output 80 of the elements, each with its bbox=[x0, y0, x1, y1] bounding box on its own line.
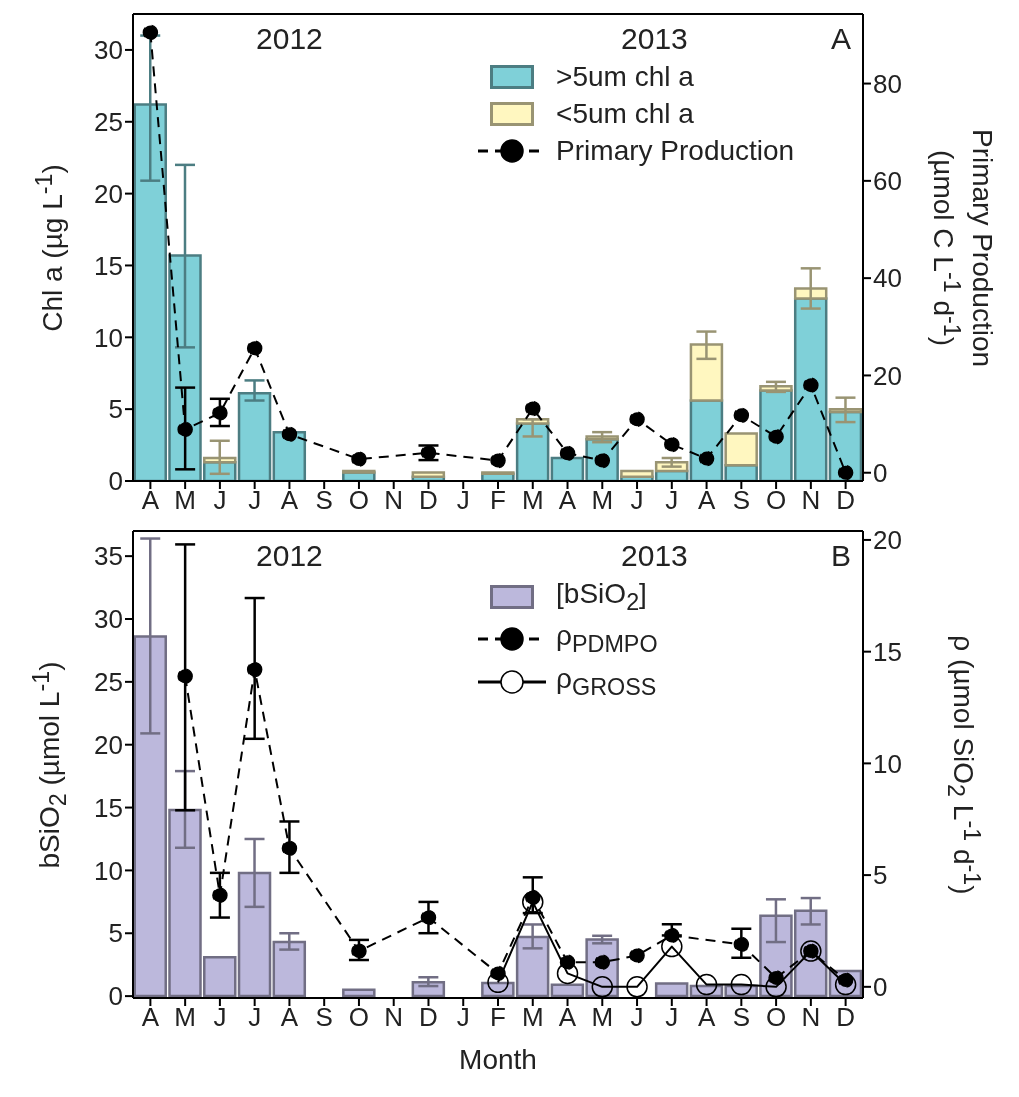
x-tick-label: A bbox=[141, 1002, 160, 1033]
legend-label: Primary Production bbox=[556, 134, 795, 167]
y-tick-label: 5 bbox=[108, 394, 123, 425]
x-tick-label: S bbox=[315, 485, 333, 516]
y-tick-label: 15 bbox=[94, 250, 123, 281]
y-tick-label: 0 bbox=[108, 981, 123, 1012]
x-tick-label: N bbox=[384, 1002, 404, 1033]
x-tick-label: A bbox=[141, 485, 160, 516]
x-tick-label: S bbox=[732, 1002, 751, 1033]
x-tick-label: D bbox=[419, 1002, 438, 1033]
y2-tick-label: 40 bbox=[873, 263, 902, 294]
x-tick-label: D bbox=[836, 485, 856, 516]
legend-label: <5um chl a bbox=[556, 97, 694, 130]
y2-tick-label: 60 bbox=[873, 166, 902, 197]
x-tick-label: M bbox=[174, 485, 196, 516]
y2-tick-label: 15 bbox=[873, 636, 902, 667]
annotation: 2013 bbox=[621, 22, 688, 56]
y2-tick-label: 20 bbox=[873, 360, 902, 391]
legend-label: ρ$_{PDMPO}$ bbox=[556, 620, 658, 658]
y-tick-label: 30 bbox=[94, 35, 123, 66]
x-tick-label: A bbox=[558, 1002, 577, 1033]
y-tick-label: 10 bbox=[94, 855, 123, 886]
x-tick-label: J bbox=[248, 1002, 262, 1033]
x-tick-label: M bbox=[591, 485, 614, 516]
y2-tick-label: 20 bbox=[873, 525, 902, 556]
legend-label: >5um chl a bbox=[556, 61, 694, 93]
x-tick-label: M bbox=[591, 1002, 614, 1033]
x-tick-label: M bbox=[521, 1002, 544, 1033]
x-tick-label: J bbox=[630, 485, 644, 516]
x-tick-label: O bbox=[765, 1002, 787, 1033]
annotation: B bbox=[830, 539, 851, 573]
y-tick-label: 25 bbox=[94, 107, 123, 137]
y2-tick-label: 10 bbox=[873, 748, 902, 779]
y-tick-label: 0 bbox=[108, 466, 123, 497]
x-tick-label: O bbox=[348, 1002, 370, 1033]
x-tick-label: M bbox=[174, 1002, 196, 1033]
x-tick-label: O bbox=[765, 485, 787, 516]
x-tick-label: A bbox=[558, 485, 577, 516]
y-tick-label: 15 bbox=[94, 792, 123, 823]
x-tick-label: O bbox=[348, 485, 370, 516]
x-tick-label: A bbox=[697, 1002, 716, 1033]
x-tick-label: M bbox=[521, 485, 544, 516]
annotation: 2012 bbox=[256, 539, 323, 573]
y2-tick-label: 5 bbox=[873, 860, 888, 891]
x-tick-label: J bbox=[665, 485, 679, 516]
x-tick-label: F bbox=[490, 485, 506, 516]
x-tick-label: J bbox=[630, 1002, 644, 1033]
y2-tick-label: 0 bbox=[873, 457, 888, 488]
x-tick-label: J bbox=[456, 1002, 470, 1033]
x-tick-label: S bbox=[732, 485, 751, 516]
annotation: 2012 bbox=[256, 22, 323, 56]
y-tick-label: 10 bbox=[94, 322, 123, 353]
x-tick-label: N bbox=[801, 485, 821, 516]
legend-label: ρ$_{GROSS}$ bbox=[556, 662, 657, 700]
x-axis-title: Month bbox=[459, 1044, 537, 1076]
x-tick-label: A bbox=[280, 485, 299, 516]
x-tick-label: J bbox=[665, 1002, 679, 1033]
x-tick-label: J bbox=[248, 485, 262, 516]
y-tick-label: 25 bbox=[94, 667, 123, 698]
x-tick-label: D bbox=[836, 1002, 856, 1033]
y-tick-label: 20 bbox=[94, 729, 123, 760]
x-tick-label: J bbox=[213, 485, 227, 516]
y-tick-label: 35 bbox=[94, 541, 123, 572]
x-tick-label: F bbox=[490, 1002, 506, 1033]
annotation: 2013 bbox=[621, 539, 688, 573]
y-tick-label: 5 bbox=[108, 918, 123, 949]
x-tick-label: A bbox=[697, 485, 716, 516]
x-tick-label: J bbox=[456, 485, 470, 516]
y-tick-label: 30 bbox=[94, 604, 123, 635]
x-tick-label: N bbox=[801, 1002, 821, 1033]
x-tick-label: S bbox=[315, 1002, 333, 1033]
y2-tick-label: 80 bbox=[873, 68, 902, 99]
annotation: A bbox=[830, 22, 851, 56]
x-tick-label: D bbox=[419, 485, 438, 516]
legend-label: [bSiO$_{2}$] bbox=[556, 578, 647, 616]
x-tick-label: J bbox=[213, 1002, 227, 1033]
y2-tick-label: 0 bbox=[873, 972, 888, 1003]
x-tick-label: A bbox=[280, 1002, 299, 1033]
y-tick-label: 20 bbox=[94, 178, 123, 209]
x-tick-label: N bbox=[384, 485, 404, 516]
